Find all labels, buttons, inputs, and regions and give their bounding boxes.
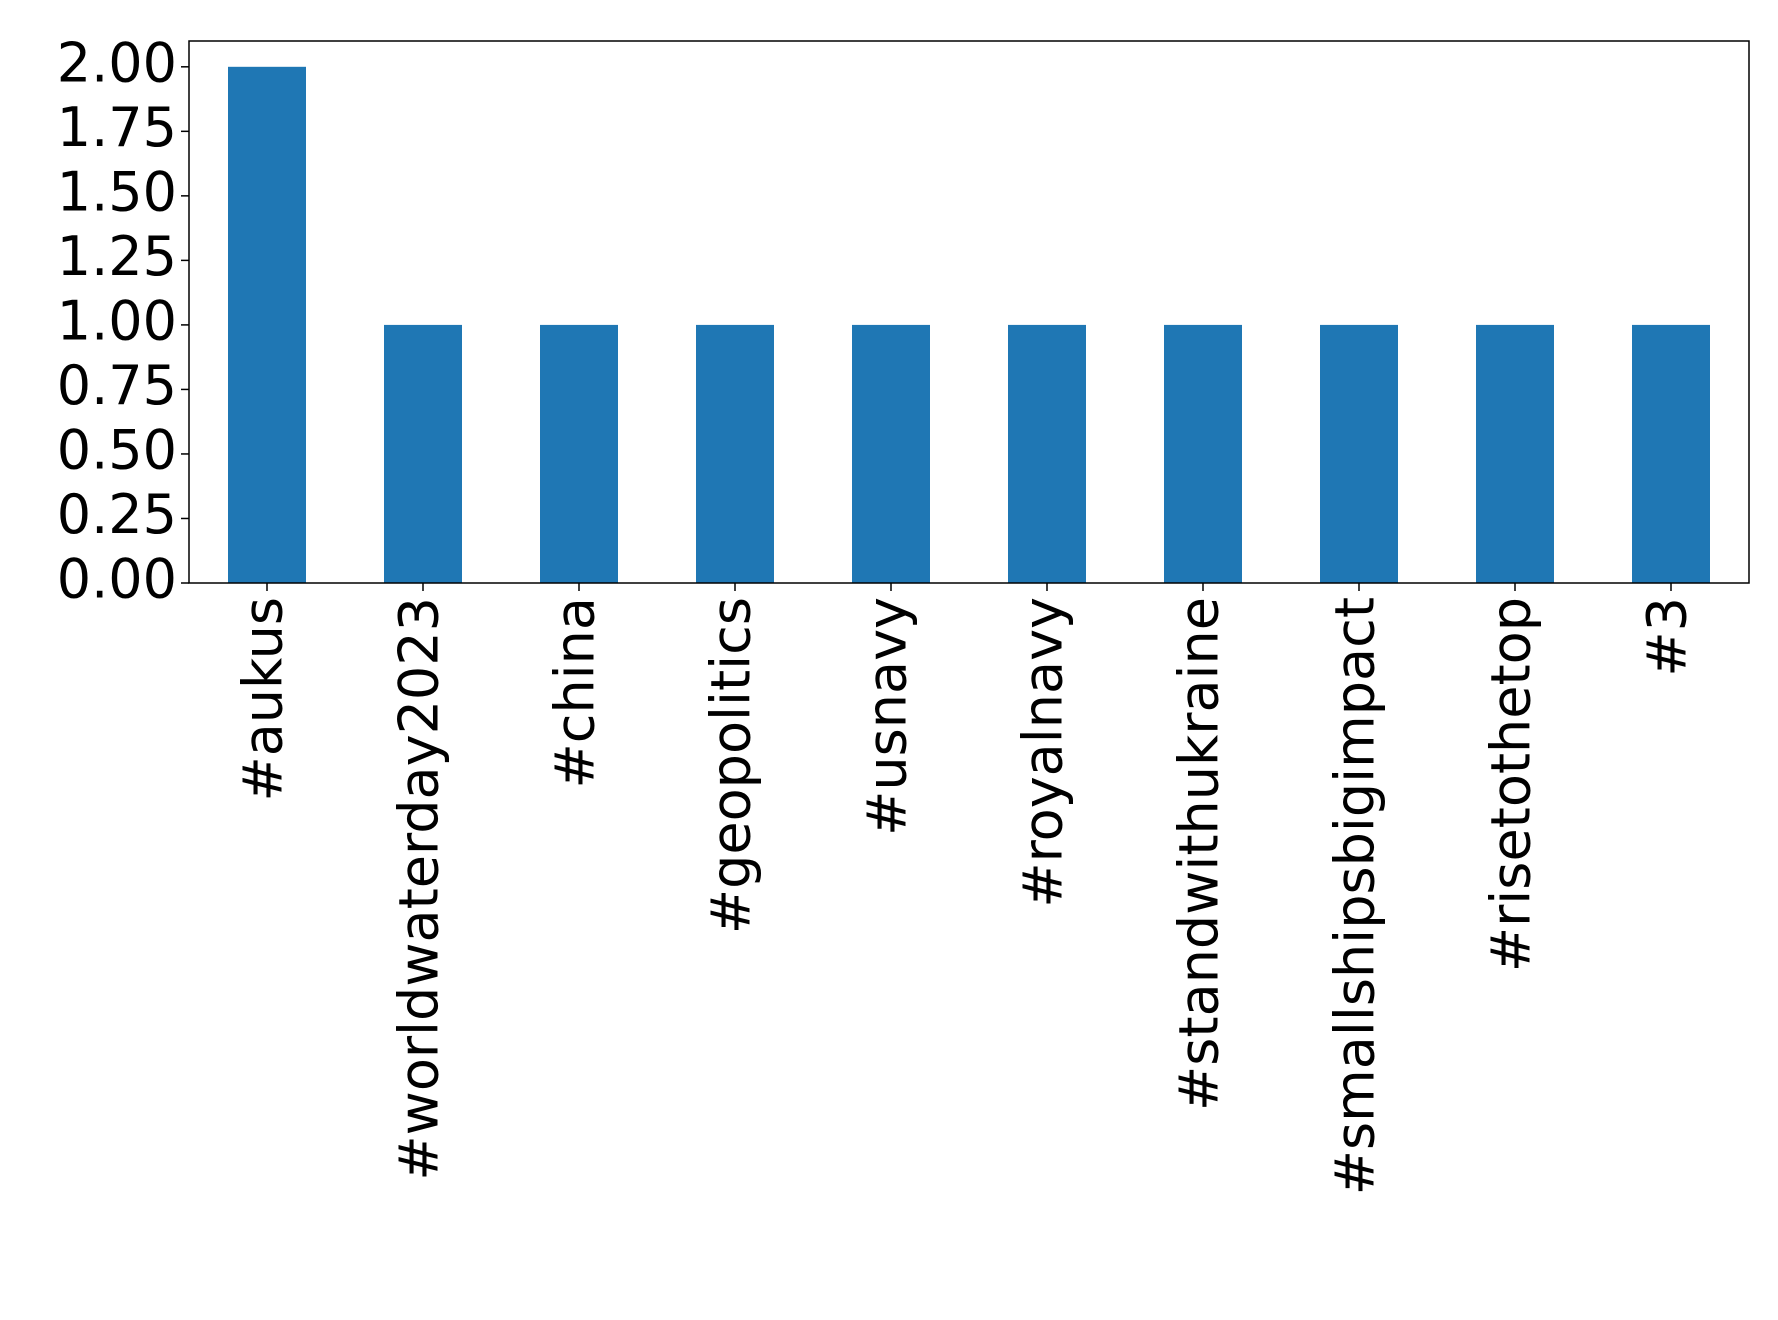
bar xyxy=(1164,324,1242,583)
y-tick-label: 1.50 xyxy=(57,160,177,223)
bar xyxy=(228,66,306,584)
x-tick-label: #aukus xyxy=(232,597,295,802)
bar xyxy=(384,324,462,583)
bar xyxy=(1632,324,1710,583)
x-tick-label: #risetothetop xyxy=(1480,597,1543,972)
y-tick-label: 0.00 xyxy=(57,548,177,611)
y-tick-label: 0.75 xyxy=(57,354,177,417)
y-tick-label: 1.75 xyxy=(57,96,177,159)
y-tick-label: 0.25 xyxy=(57,483,177,546)
x-tick-label: #china xyxy=(544,597,607,788)
y-tick-label: 1.00 xyxy=(57,290,177,353)
y-tick-label: 2.00 xyxy=(57,31,177,94)
y-tick-label: 0.50 xyxy=(57,419,177,482)
bar xyxy=(1008,324,1086,583)
x-tick-label: #geopolitics xyxy=(700,597,763,934)
x-tick-label: #3 xyxy=(1636,597,1699,677)
x-tick-label: #smallshipsbigimpact xyxy=(1324,597,1387,1195)
x-tick-label: #standwithukraine xyxy=(1168,597,1231,1111)
bar xyxy=(852,324,930,583)
bar xyxy=(1320,324,1398,583)
x-tick-label: #royalnavy xyxy=(1012,597,1075,908)
x-tick-label: #worldwaterday2023 xyxy=(388,597,451,1181)
bar xyxy=(1476,324,1554,583)
bar xyxy=(540,324,618,583)
bar xyxy=(696,324,774,583)
plot-frame xyxy=(188,40,1750,584)
x-tick-label: #usnavy xyxy=(856,597,919,836)
y-tick-label: 1.25 xyxy=(57,225,177,288)
